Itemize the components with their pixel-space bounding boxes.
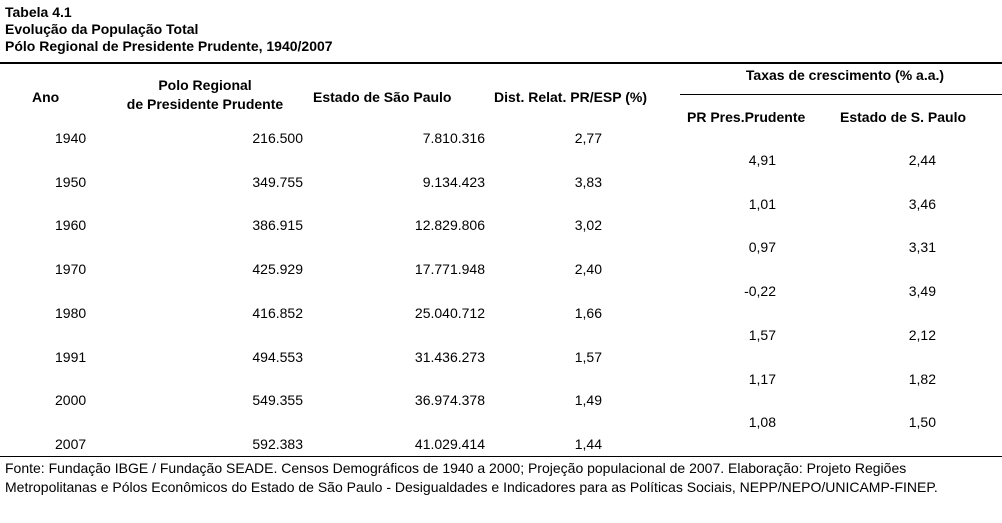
table-cell-polo: 216.500 — [252, 130, 303, 146]
table-cell-estado: 7.810.316 — [422, 130, 485, 146]
table-subtitle-region: Pólo Regional de Presidente Prudente, 19… — [5, 38, 333, 54]
header-ano: Ano — [32, 89, 60, 105]
table-cell-ano: 2000 — [55, 392, 87, 408]
table-cell-dist: 1,44 — [574, 436, 602, 452]
table-subtitle: Evolução da População Total — [5, 21, 199, 37]
table-cell-polo: 386.915 — [252, 217, 303, 233]
table-cell-ano: 1970 — [55, 261, 87, 277]
growth-cell-pr: 1,17 — [748, 371, 776, 387]
header-estado: Estado de São Paulo — [313, 89, 452, 105]
growth-cell-esp: 2,12 — [908, 327, 936, 343]
table-caption: Tabela 4.1 Evolução da População Total P… — [5, 4, 333, 55]
table-title: Tabela 4.1 — [5, 4, 72, 20]
table-cell-ano: 1940 — [55, 130, 87, 146]
growth-cell-esp: 3,46 — [908, 196, 936, 212]
header-polo-line1: Polo Regional — [158, 77, 252, 93]
table-cell-dist: 1,49 — [574, 392, 602, 408]
table-cell-dist: 3,83 — [574, 174, 602, 190]
header-dist: Dist. Relat. PR/ESP (%) — [494, 89, 648, 105]
table-bottom-rule — [0, 456, 1002, 457]
table-cell-dist: 2,77 — [574, 130, 602, 146]
growth-cell-pr: -0,22 — [744, 283, 776, 299]
table-cell-ano: 1980 — [55, 305, 87, 321]
table-cell-dist: 2,40 — [574, 261, 602, 277]
header-taxas: Taxas de crescimento (% a.a.) — [745, 67, 945, 83]
growth-cell-pr: 1,01 — [748, 196, 776, 212]
table-cell-estado: 17.771.948 — [414, 261, 485, 277]
table-cell-polo: 416.852 — [252, 305, 303, 321]
growth-cell-pr: 4,91 — [748, 152, 776, 168]
table-cell-polo: 494.553 — [252, 349, 303, 365]
header-polo-line2: de Presidente Prudente — [126, 96, 284, 112]
table-cell-polo: 592.383 — [252, 436, 303, 452]
growth-cell-esp: 1,82 — [908, 371, 936, 387]
table-cell-estado: 31.436.273 — [414, 349, 485, 365]
table-cell-estado: 41.029.414 — [414, 436, 485, 452]
growth-cell-pr: 1,57 — [748, 327, 776, 343]
table-cell-estado: 36.974.378 — [414, 392, 485, 408]
table-cell-ano: 1950 — [55, 174, 87, 190]
header-sub-rule — [680, 94, 1002, 95]
table-cell-ano: 2007 — [55, 436, 87, 452]
table-cell-ano: 1960 — [55, 217, 87, 233]
table-cell-estado: 25.040.712 — [414, 305, 485, 321]
header-taxas-esp: Estado de S. Paulo — [840, 109, 967, 125]
table-cell-polo: 425.929 — [252, 261, 303, 277]
table-cell-estado: 9.134.423 — [422, 174, 485, 190]
growth-cell-pr: 1,08 — [748, 414, 776, 430]
header-top-rule — [0, 62, 1002, 64]
growth-cell-esp: 3,49 — [908, 283, 936, 299]
table-footnote: Fonte: Fundação IBGE / Fundação SEADE. C… — [5, 460, 938, 495]
table-cell-polo: 549.355 — [252, 392, 303, 408]
table-cell-dist: 1,66 — [574, 305, 602, 321]
header-taxas-pr: PR Pres.Prudente — [687, 109, 806, 125]
table-cell-ano: 1991 — [55, 349, 87, 365]
growth-cell-esp: 3,31 — [908, 239, 936, 255]
growth-cell-pr: 0,97 — [748, 239, 776, 255]
table-cell-polo: 349.755 — [252, 174, 303, 190]
table-cell-estado: 12.829.806 — [414, 217, 485, 233]
growth-cell-esp: 2,44 — [908, 152, 936, 168]
growth-cell-esp: 1,50 — [908, 414, 936, 430]
table-cell-dist: 1,57 — [574, 349, 602, 365]
table-cell-dist: 3,02 — [574, 217, 602, 233]
